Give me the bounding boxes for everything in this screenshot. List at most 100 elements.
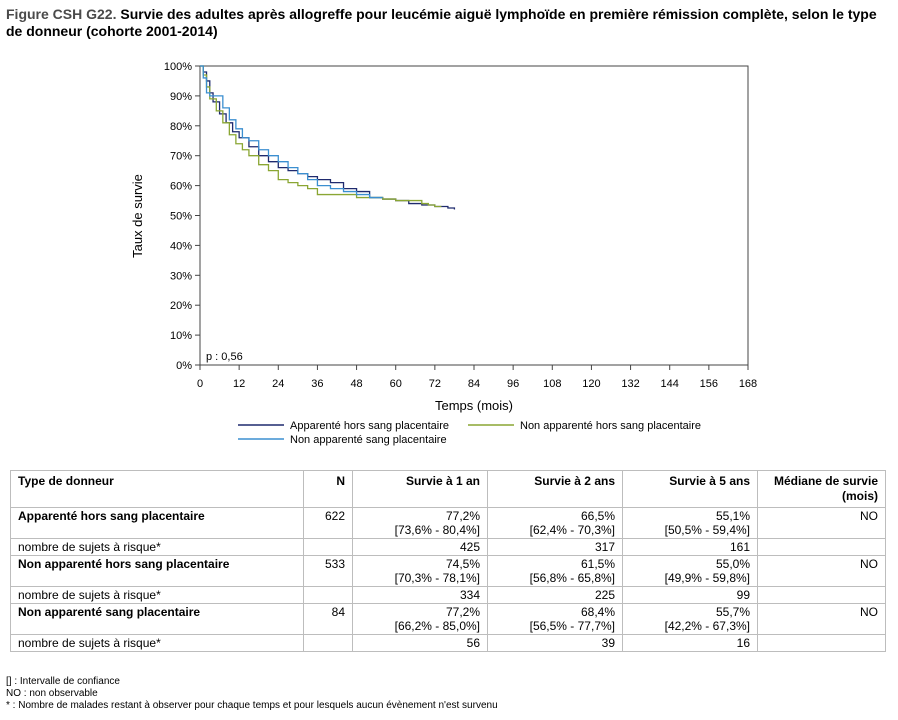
series-layer [200,65,456,210]
value: 68,4% [580,605,615,619]
group-n: 533 [303,555,353,587]
risk-label: nombre de sujets à risque* [10,634,304,652]
header-s2: Survie à 2 ans [487,470,623,508]
y-tick-label: 100% [164,61,192,73]
risk-empty [757,538,886,556]
median-survival: NO [757,603,886,635]
header-s1: Survie à 1 an [352,470,488,508]
ci: [50,5% - 59,4%] [664,523,750,537]
risk-empty [303,538,353,556]
y-tick-label: 20% [170,300,192,312]
series-line-2 [200,65,442,208]
risk-5y: 161 [622,538,758,556]
survival-table: Type de donneur N Survie à 1 an Survie à… [10,470,886,652]
survival-2y: 61,5% [56,8% - 65,8%] [487,555,623,587]
table-row: Non apparenté hors sang placentaire 533 … [10,555,886,587]
y-tick-label: 50% [170,211,192,223]
group-name: Non apparenté hors sang placentaire [10,555,304,587]
y-tick-label: 40% [170,240,192,252]
x-tick-label: 144 [661,378,679,390]
survival-2y: 66,5% [62,4% - 70,3%] [487,507,623,539]
risk-empty [757,586,886,604]
table-row: Apparenté hors sang placentaire 622 77,2… [10,507,886,539]
value: 66,5% [580,509,615,523]
risk-2y: 317 [487,538,623,556]
risk-empty [757,634,886,652]
group-name: Non apparenté sang placentaire [10,603,304,635]
survival-2y: 68,4% [56,5% - 77,7%] [487,603,623,635]
table-header-row: Type de donneur N Survie à 1 an Survie à… [10,470,886,508]
risk-empty [303,586,353,604]
x-tick-label: 120 [582,378,600,390]
value: 77,2% [445,605,480,619]
ci: [70,3% - 78,1%] [394,571,480,585]
y-tick-label: 10% [170,330,192,342]
group-n: 84 [303,603,353,635]
x-tick-label: 60 [390,378,402,390]
x-tick-label: 108 [543,378,561,390]
figure-title-text: Survie des adultes après allogreffe pour… [6,6,877,39]
series-line-1 [200,65,456,210]
value: 74,5% [445,557,480,571]
group-n: 622 [303,507,353,539]
y-axis-label: Taux de survie [130,174,145,258]
risk-1y: 425 [352,538,488,556]
risk-5y: 16 [622,634,758,652]
risk-label: nombre de sujets à risque* [10,538,304,556]
legend-label: Apparenté hors sang placentaire [290,420,449,432]
y-tick-label: 90% [170,91,192,103]
x-tick-label: 132 [621,378,639,390]
value: 61,5% [580,557,615,571]
survival-5y: 55,0% [49,9% - 59,8%] [622,555,758,587]
risk-1y: 56 [352,634,488,652]
risk-5y: 99 [622,586,758,604]
x-tick-label: 36 [311,378,323,390]
y-tick-label: 0% [176,360,192,372]
footnotes: [] : Intervalle de confiance NO : non ob… [6,676,498,712]
ci: [42,2% - 67,3%] [664,619,750,633]
risk-1y: 334 [352,586,488,604]
footnote-no: NO : non observable [6,688,98,699]
ci: [49,9% - 59,8%] [664,571,750,585]
ci: [56,5% - 77,7%] [529,619,615,633]
legend-label: Non apparenté hors sang placentaire [520,420,701,432]
survival-1y: 77,2% [73,6% - 80,4%] [352,507,488,539]
risk-label: nombre de sujets à risque* [10,586,304,604]
figure-number: Figure CSH G22. [6,6,117,22]
legend: Apparenté hors sang placentaire Non appar… [238,420,701,446]
survival-chart: 0% 10% 20% 30% 40% 50% 60% 70% 80% 90% 100% 0 12 24 3… [130,61,757,446]
p-value-annotation: p : 0,56 [206,351,243,363]
median-survival: NO [757,555,886,587]
risk-2y: 225 [487,586,623,604]
figure-title: Figure CSH G22. Survie des adultes après… [6,6,886,40]
footnote-ci: [] : Intervalle de confiance [6,676,120,687]
x-axis-label: Temps (mois) [435,398,513,413]
survival-5y: 55,7% [42,2% - 67,3%] [622,603,758,635]
x-tick-label: 168 [739,378,757,390]
series-line-3 [200,65,383,199]
value: 55,1% [715,509,750,523]
ci: [62,4% - 70,3%] [529,523,615,537]
header-type: Type de donneur [10,470,304,508]
risk-2y: 39 [487,634,623,652]
footnote-risk: * : Nombre de malades restant à observer… [6,700,498,711]
value: 55,0% [715,557,750,571]
y-tick-label: 30% [170,270,192,282]
value: 55,7% [715,605,750,619]
ci: [66,2% - 85,0%] [394,619,480,633]
risk-empty [303,634,353,652]
risk-row: nombre de sujets à risque* 56 39 16 [10,634,886,652]
x-tick-label: 0 [197,378,203,390]
header-n: N [303,470,353,508]
legend-label: Non apparenté sang placentaire [290,434,447,446]
x-tick-label: 96 [507,378,519,390]
x-axis: 0 12 24 36 48 60 72 84 96 108 120 132 144 156 168 [197,365,757,390]
median-survival: NO [757,507,886,539]
y-axis: 0% 10% 20% 30% 40% 50% 60% 70% 80% 90% 100% [164,61,200,372]
x-tick-label: 48 [350,378,362,390]
x-tick-label: 84 [468,378,480,390]
y-tick-label: 60% [170,181,192,193]
ci: [73,6% - 80,4%] [394,523,480,537]
ci: [56,8% - 65,8%] [529,571,615,585]
risk-row: nombre de sujets à risque* 334 225 99 [10,586,886,604]
